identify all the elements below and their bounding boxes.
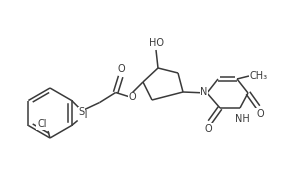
Text: S: S <box>79 107 85 117</box>
Text: Cl: Cl <box>79 111 89 121</box>
Text: O: O <box>204 124 212 134</box>
Text: CH₃: CH₃ <box>250 71 268 81</box>
Text: Cl: Cl <box>37 119 47 129</box>
Text: NH: NH <box>235 114 249 124</box>
Text: O: O <box>118 65 125 75</box>
Text: N: N <box>200 87 208 97</box>
Text: HO: HO <box>148 38 164 48</box>
Text: O: O <box>129 93 136 102</box>
Text: O: O <box>256 109 264 119</box>
